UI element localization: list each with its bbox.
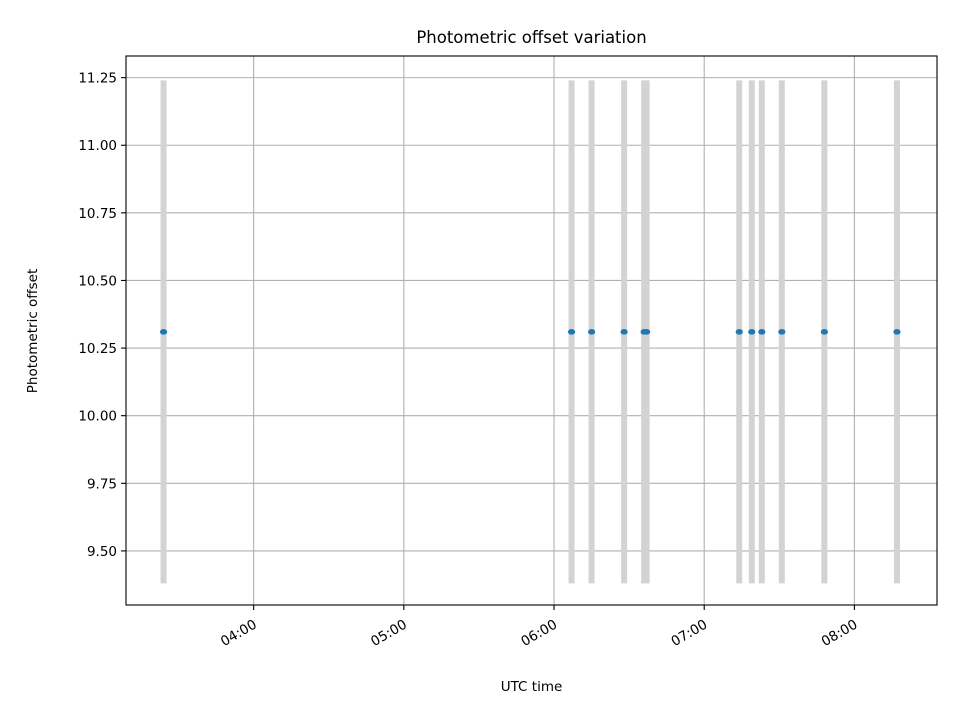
plot-area: [125, 55, 938, 606]
data-point: [567, 329, 576, 335]
data-points: [159, 329, 901, 335]
grid: [126, 56, 937, 605]
data-point: [620, 329, 628, 335]
y-tick-label: 10.75: [78, 206, 117, 222]
data-point: [778, 329, 786, 335]
x-axis-label: UTC time: [501, 679, 563, 695]
data-point: [735, 329, 743, 335]
chart-title: Photometric offset variation: [416, 28, 646, 47]
y-tick-label: 11.25: [78, 71, 117, 87]
y-tick-label: 10.00: [78, 409, 117, 425]
data-point: [820, 329, 828, 335]
data-point: [159, 329, 168, 335]
y-tick-label: 10.25: [78, 341, 117, 357]
y-axis-label: Photometric offset: [25, 269, 41, 393]
plot-background: [126, 56, 937, 605]
data-point: [587, 329, 596, 335]
y-tick-label: 9.75: [87, 476, 117, 492]
data-point: [643, 329, 651, 335]
y-axis-ticks: 9.50 9.75 10.00 10.25 10.50 10.75 11.00 11.25: [78, 71, 126, 560]
data-point: [758, 329, 766, 335]
y-tick-label: 10.50: [78, 273, 117, 289]
y-tick-label: 9.50: [87, 544, 117, 560]
data-point: [748, 329, 756, 335]
y-tick-label: 11.00: [78, 138, 117, 154]
plot-frame: [125, 55, 938, 606]
data-point: [893, 329, 901, 335]
